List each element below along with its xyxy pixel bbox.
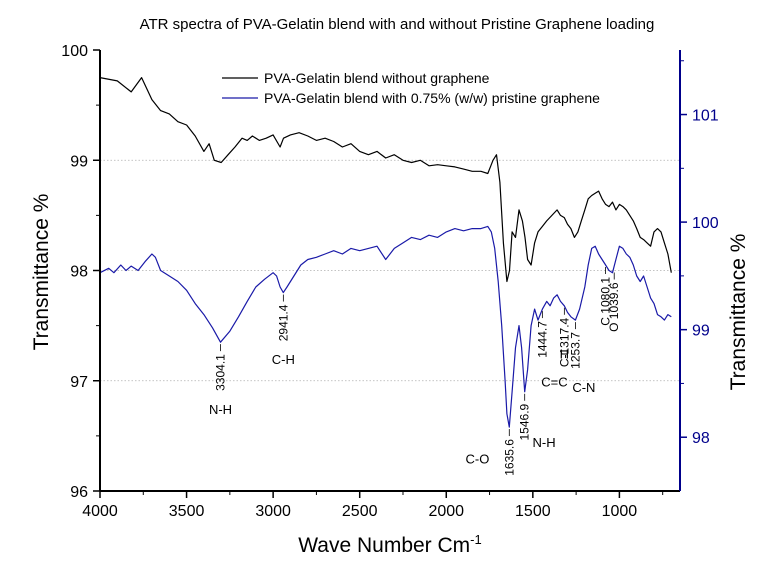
x-axis-label-sup: -1 [470, 532, 482, 547]
annotation-label: N-H [533, 435, 556, 450]
annotation-label: 3304.1 [214, 354, 228, 391]
y-right-tick-label: 98 [692, 430, 710, 447]
series-layer [99, 76, 672, 428]
annotation-label: 1253.7 [568, 332, 582, 369]
x-axis-ticks: 4000 3500 3000 2500 2000 1500 1000 [82, 491, 664, 520]
y-right-tick-label: 100 [692, 215, 719, 232]
annotation-label: C-H [272, 352, 295, 367]
legend-label-1: PVA-Gelatin blend without graphene [264, 70, 490, 86]
x-tick-label: 3000 [255, 503, 291, 520]
right-y-axis-ticks: 98 99 100 101 [680, 60, 719, 447]
annotation-layer: 3304.1N-H2941.4C-H1635.6C-O1546.9N-H1444… [209, 266, 621, 476]
left-y-axis-ticks: 96 97 98 99 100 [61, 43, 100, 501]
annotation-label: C=C [541, 374, 567, 389]
y-axis-label-right: Transmittance % [727, 234, 750, 391]
legend: PVA-Gelatin blend without graphene PVA-G… [222, 70, 600, 106]
series-line-2 [99, 225, 672, 428]
annotation-label: 2941.4 [276, 304, 290, 341]
annotation-label: C-N [572, 380, 595, 395]
annotation-label: C-O [466, 451, 490, 466]
x-axis-label: Wave Number Cm-1 [298, 532, 481, 557]
annotation-label: 1444.7 [535, 321, 549, 358]
x-tick-label: 2000 [428, 503, 464, 520]
grid-lines [100, 159, 680, 382]
y-left-tick-label: 97 [70, 374, 88, 391]
y-axis-label-left: Transmittance % [30, 194, 53, 351]
legend-label-2: PVA-Gelatin blend with 0.75% (w/w) prist… [264, 90, 600, 106]
x-axis-label-main: Wave Number Cm [298, 534, 470, 557]
x-tick-label: 2500 [342, 503, 378, 520]
series-line-1 [99, 76, 672, 283]
x-tick-label: 4000 [82, 503, 118, 520]
x-tick-label: 1500 [515, 503, 551, 520]
x-tick-label: 1000 [602, 503, 638, 520]
y-left-tick-label: 99 [70, 153, 88, 170]
annotation-label: 1635.6 [502, 439, 516, 476]
annotation-label: C 1080.1 [599, 277, 613, 326]
annotation-label: N-H [209, 402, 232, 417]
y-left-tick-label: 100 [61, 43, 88, 60]
x-tick-label: 3500 [169, 503, 205, 520]
y-right-tick-label: 99 [692, 323, 710, 340]
y-left-tick-label: 96 [70, 484, 88, 501]
annotation-label: 1546.9 [518, 403, 532, 440]
y-right-tick-label: 101 [692, 108, 719, 125]
chart-title: ATR spectra of PVA-Gelatin blend with an… [140, 16, 655, 33]
annotation-label: H [560, 347, 569, 362]
annotation-label: C-1317.4 [557, 317, 571, 367]
annotation-label: O 1039.6 [607, 282, 621, 332]
y-left-tick-label: 98 [70, 264, 88, 281]
